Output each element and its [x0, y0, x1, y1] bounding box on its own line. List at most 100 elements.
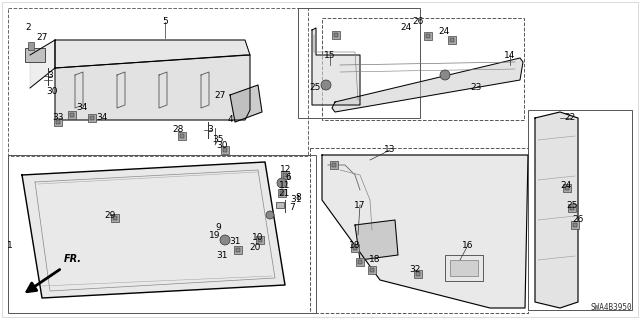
Bar — [332, 31, 340, 39]
Text: 22: 22 — [564, 114, 575, 122]
Bar — [528, 110, 632, 310]
Bar — [358, 260, 362, 264]
Polygon shape — [355, 220, 398, 260]
Bar — [334, 33, 338, 37]
Text: 8: 8 — [295, 194, 301, 203]
Text: 3: 3 — [47, 70, 53, 79]
Text: 26: 26 — [572, 216, 584, 225]
Bar — [298, 8, 420, 118]
Bar — [370, 268, 374, 272]
Text: 31: 31 — [216, 250, 228, 259]
Text: 16: 16 — [462, 241, 474, 249]
Text: 27: 27 — [214, 91, 226, 100]
Text: 9: 9 — [215, 224, 221, 233]
Polygon shape — [230, 85, 262, 122]
Bar — [368, 266, 376, 274]
Polygon shape — [535, 112, 578, 308]
Bar — [448, 36, 456, 44]
Bar — [180, 134, 184, 138]
Bar — [568, 204, 576, 212]
Text: 24: 24 — [561, 181, 572, 189]
Text: 17: 17 — [355, 201, 365, 210]
Bar — [25, 48, 45, 62]
Bar — [178, 132, 186, 140]
Text: 35: 35 — [212, 136, 224, 145]
Text: 19: 19 — [209, 231, 221, 240]
Bar — [221, 146, 229, 154]
Bar — [571, 221, 579, 229]
Circle shape — [321, 80, 331, 90]
Text: 15: 15 — [324, 50, 336, 60]
Text: 28: 28 — [172, 125, 184, 135]
Text: 27: 27 — [36, 33, 48, 42]
Bar — [70, 113, 74, 117]
Text: 12: 12 — [280, 166, 292, 174]
Text: 10: 10 — [252, 234, 264, 242]
Text: 31: 31 — [229, 238, 241, 247]
Bar — [281, 171, 289, 179]
Text: 1: 1 — [7, 241, 13, 249]
Bar — [565, 186, 569, 190]
Bar — [8, 155, 316, 313]
Text: 7: 7 — [289, 204, 295, 212]
Bar — [322, 18, 524, 120]
Bar — [426, 34, 430, 38]
Text: 30: 30 — [46, 87, 58, 97]
Text: 18: 18 — [349, 241, 361, 249]
Bar — [563, 184, 571, 192]
Polygon shape — [22, 162, 285, 298]
Text: 30: 30 — [216, 140, 228, 150]
Text: 11: 11 — [279, 181, 291, 189]
Bar — [88, 114, 96, 122]
Bar — [283, 173, 287, 177]
Text: SWA4B3950: SWA4B3950 — [590, 303, 632, 312]
Bar — [56, 120, 60, 124]
Polygon shape — [55, 40, 250, 68]
Bar — [573, 223, 577, 227]
Bar — [223, 148, 227, 152]
Bar — [54, 118, 62, 126]
Bar — [424, 32, 432, 40]
Polygon shape — [30, 40, 55, 88]
Bar — [330, 161, 338, 169]
Text: 4: 4 — [227, 115, 233, 124]
Text: 32: 32 — [410, 265, 420, 275]
Bar — [28, 42, 34, 50]
Circle shape — [266, 211, 274, 219]
Bar — [68, 111, 76, 119]
Circle shape — [440, 70, 450, 80]
Text: 25: 25 — [566, 201, 578, 210]
Bar — [278, 189, 286, 197]
Polygon shape — [312, 28, 360, 105]
Text: 24: 24 — [401, 24, 412, 33]
Text: 34: 34 — [96, 114, 108, 122]
Bar — [416, 272, 420, 276]
Text: 2: 2 — [25, 24, 31, 33]
Bar — [280, 191, 284, 195]
Polygon shape — [322, 155, 528, 308]
Circle shape — [220, 235, 230, 245]
Polygon shape — [332, 58, 523, 112]
Bar — [356, 258, 364, 266]
Bar — [353, 246, 357, 250]
Text: 5: 5 — [162, 18, 168, 26]
Bar — [414, 270, 422, 278]
Text: 13: 13 — [384, 145, 396, 154]
Bar — [8, 8, 308, 156]
Text: FR.: FR. — [64, 254, 82, 264]
Bar — [256, 236, 264, 244]
Bar — [236, 248, 240, 252]
Bar — [234, 246, 242, 254]
Text: 3: 3 — [207, 125, 213, 135]
Bar — [90, 116, 94, 120]
Bar — [351, 244, 359, 252]
Bar — [570, 206, 574, 210]
Bar — [450, 38, 454, 42]
Bar — [332, 163, 336, 167]
Text: 23: 23 — [470, 84, 482, 93]
Bar — [113, 216, 117, 220]
Text: 33: 33 — [52, 114, 64, 122]
Text: 24: 24 — [438, 27, 450, 36]
Bar — [258, 238, 262, 242]
Bar — [310, 148, 528, 313]
